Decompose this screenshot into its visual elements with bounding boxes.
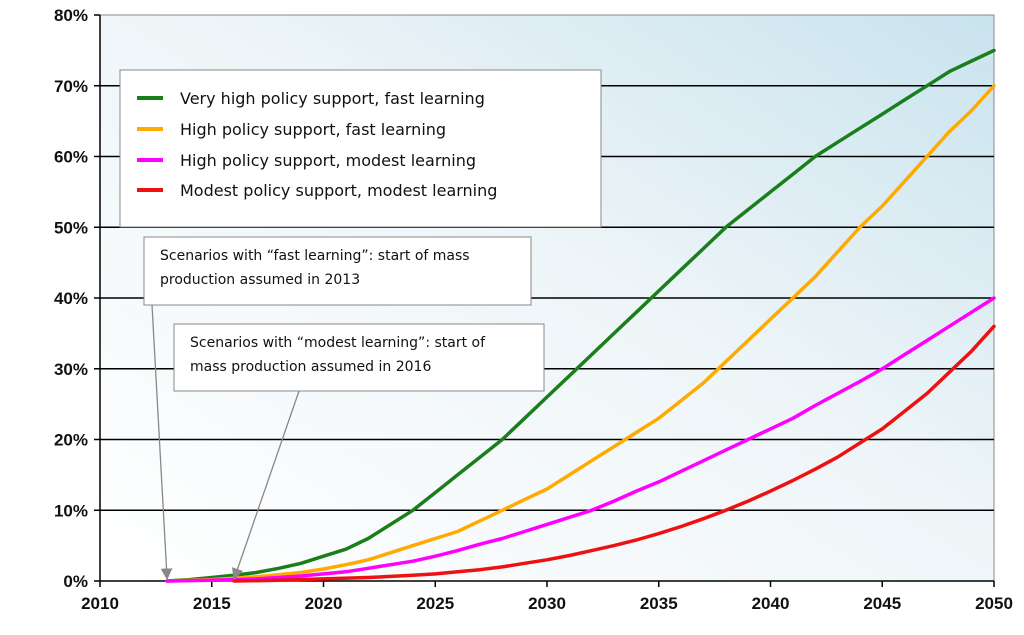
series-line xyxy=(165,48,996,583)
annotation-modest-learning: Scenarios with “modest learning”: start … xyxy=(173,323,545,581)
x-tick-label: 2040 xyxy=(752,594,790,613)
annotation-line: Scenarios with “fast learning”: start of… xyxy=(160,248,470,264)
y-tick-label: 40% xyxy=(54,289,88,308)
series-lines xyxy=(165,48,996,583)
legend: Very high policy support, fast learning … xyxy=(119,69,602,228)
annotation-fast-learning: Scenarios with “fast learning”: start of… xyxy=(143,236,532,581)
annotation-line: production assumed in 2013 xyxy=(160,272,360,288)
annotation-box xyxy=(143,236,532,306)
series-line xyxy=(232,324,996,583)
y-tick-label: 0% xyxy=(63,572,88,591)
x-tick-label: 2035 xyxy=(640,594,678,613)
x-tick-label: 2020 xyxy=(305,594,343,613)
annotation-box xyxy=(173,323,545,392)
legend-label: Modest policy support, modest learning xyxy=(180,181,497,200)
x-tick-label: 2025 xyxy=(416,594,454,613)
annotation-line: Scenarios with “modest learning”: start … xyxy=(190,335,486,351)
y-tick-label: 70% xyxy=(54,77,88,96)
y-tick-label: 80% xyxy=(54,6,88,25)
y-tick-label: 10% xyxy=(54,501,88,520)
series-line xyxy=(165,84,996,583)
annotation-line: mass production assumed in 2016 xyxy=(190,359,431,375)
y-tick-label: 30% xyxy=(54,360,88,379)
y-tick-label: 20% xyxy=(54,431,88,450)
legend-label: High policy support, fast learning xyxy=(180,120,446,139)
series-line xyxy=(165,296,996,583)
annotation-arrow xyxy=(151,304,173,581)
x-tick-label: 2045 xyxy=(863,594,901,613)
annotation-arrow xyxy=(232,390,300,581)
x-tick-label: 2050 xyxy=(975,594,1013,613)
legend-box xyxy=(119,69,602,228)
y-axis-ticks: 0% 10% 20% 30% 40% 50% 60% 70% 80% xyxy=(54,6,100,591)
y-tick-label: 60% xyxy=(54,148,88,167)
x-axis-ticks: 2010 2015 2020 2025 2030 2035 2040 2045 2050 xyxy=(81,581,1013,613)
x-tick-label: 2010 xyxy=(81,594,119,613)
legend-label: High policy support, modest learning xyxy=(180,151,476,170)
x-tick-label: 2030 xyxy=(528,594,566,613)
y-tick-label: 50% xyxy=(54,218,88,237)
legend-label: Very high policy support, fast learning xyxy=(180,89,485,108)
x-tick-label: 2015 xyxy=(193,594,231,613)
